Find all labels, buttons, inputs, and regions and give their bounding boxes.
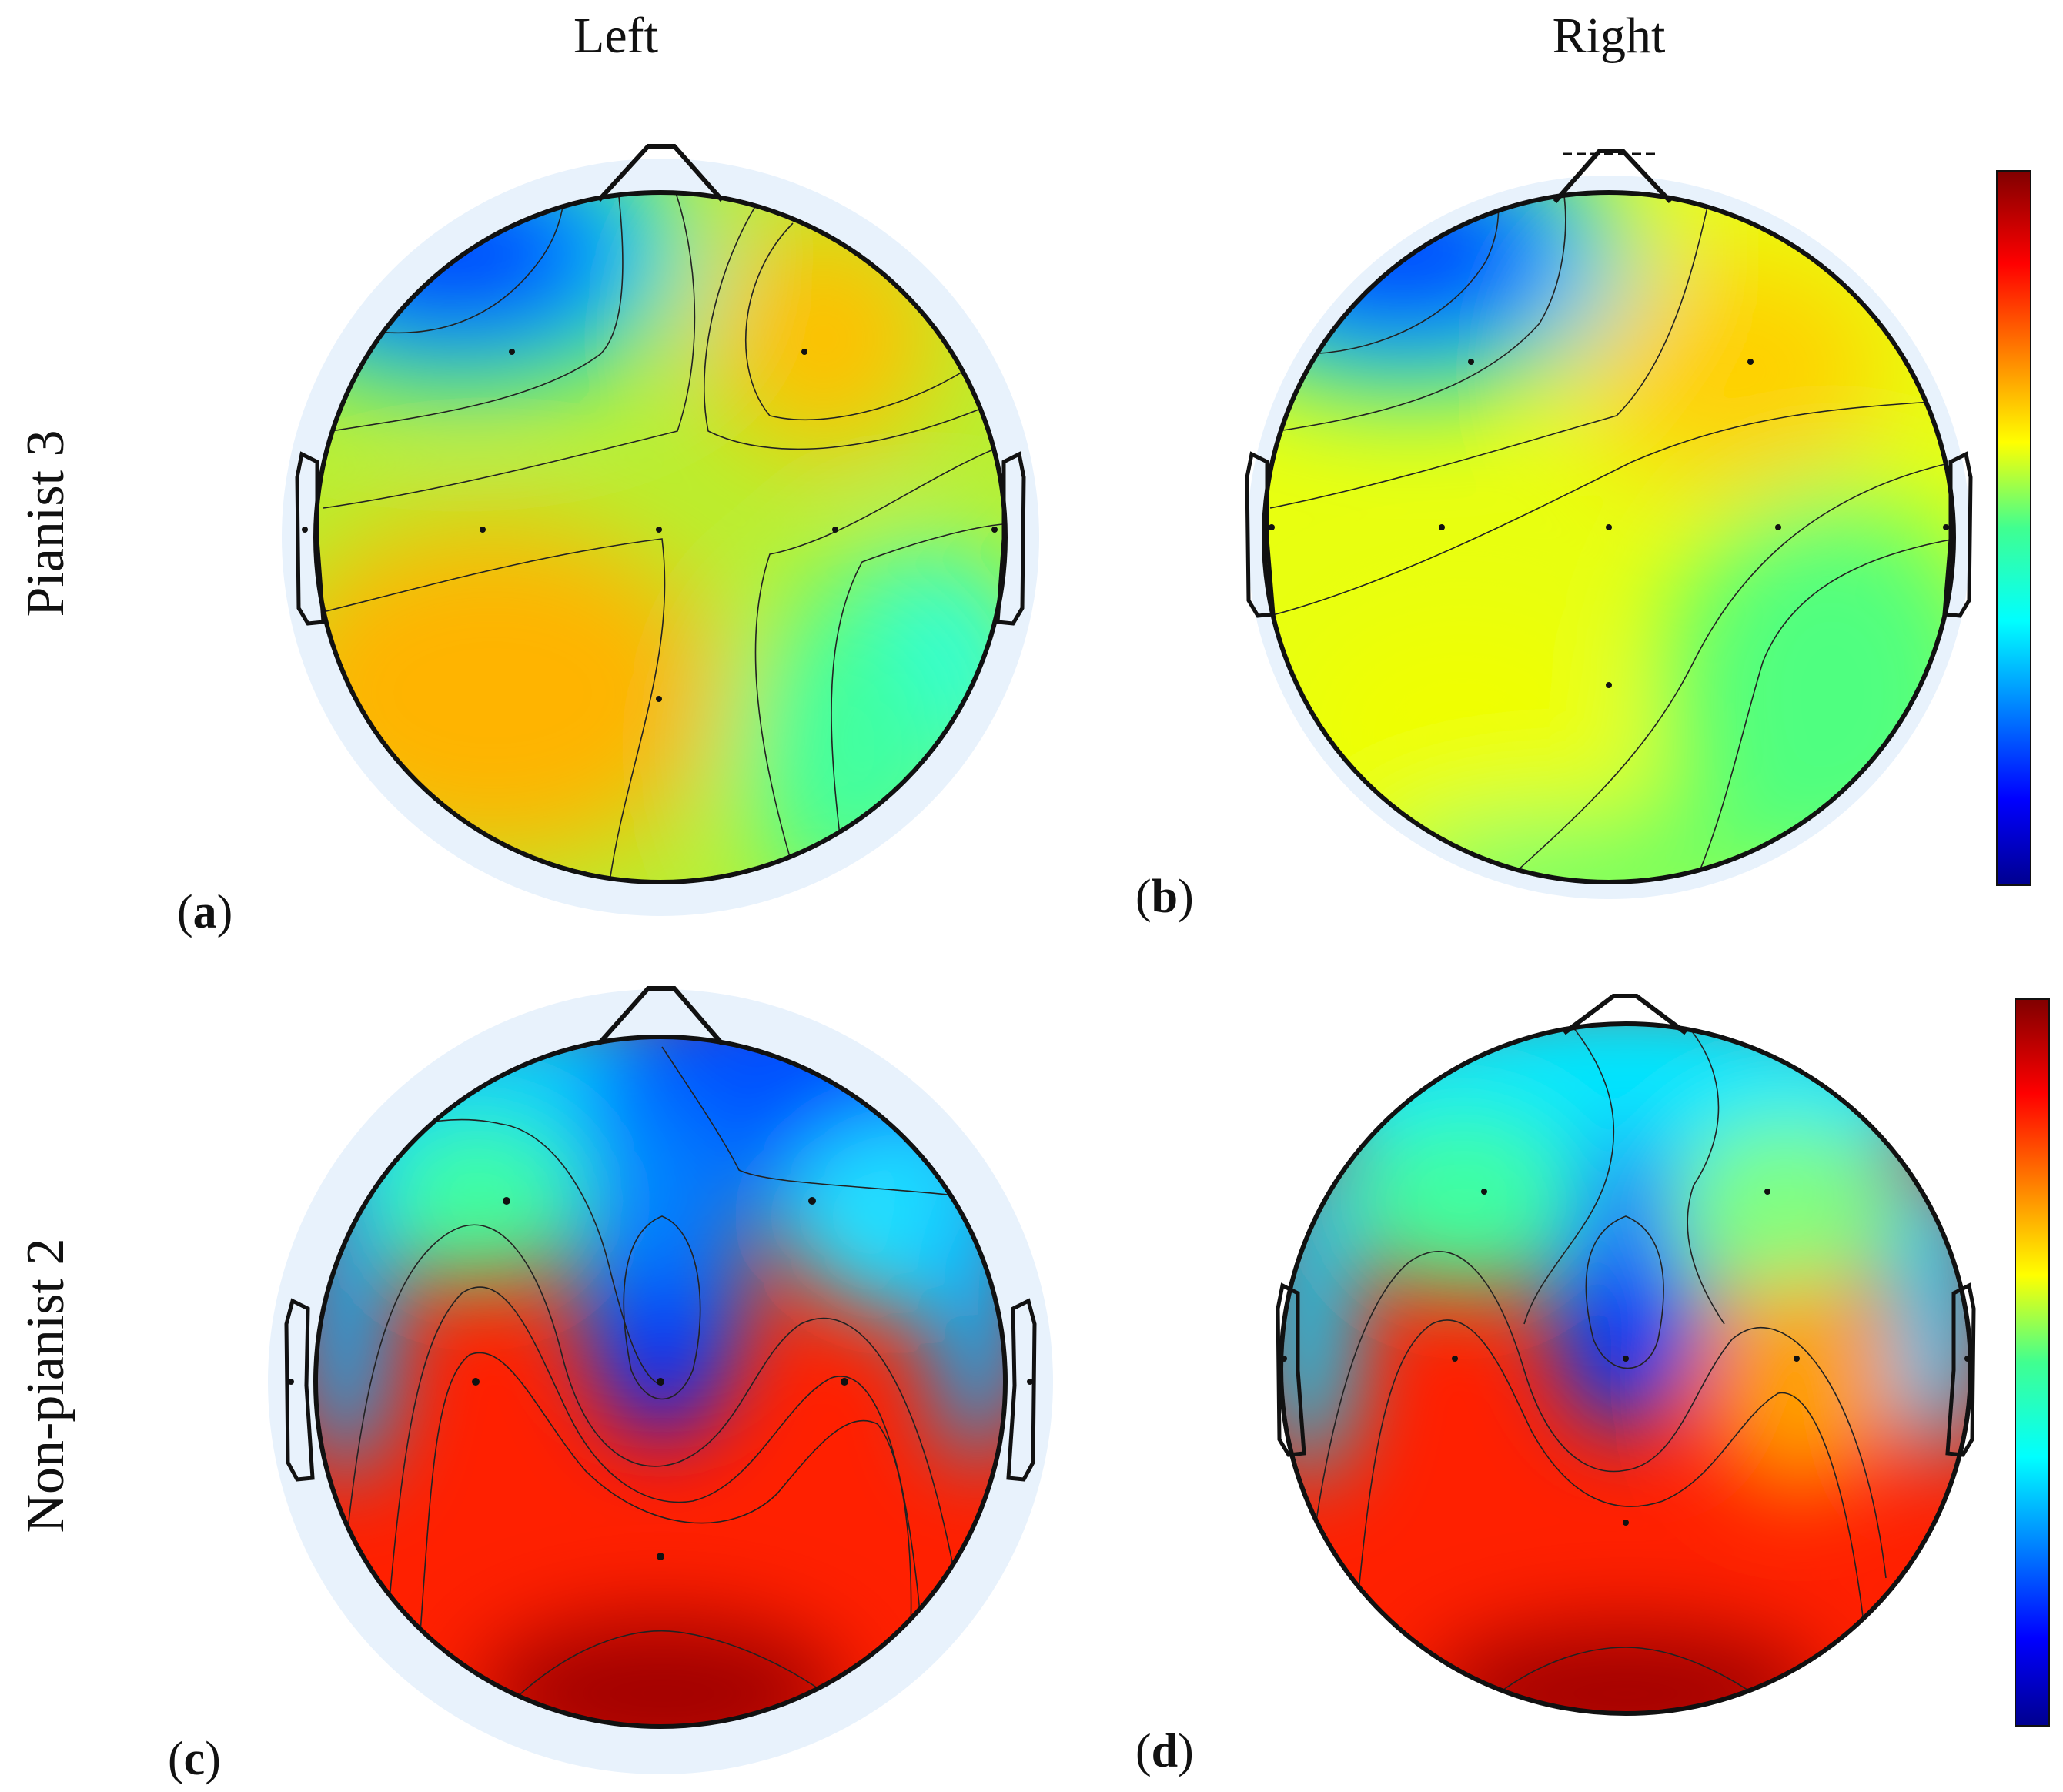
column-title-right: Right xyxy=(1553,8,1666,64)
colorbar-top xyxy=(1996,170,2031,886)
panel-label-b: (b) xyxy=(1135,871,1194,923)
topomap-b xyxy=(1245,149,1973,899)
topomap-d xyxy=(1276,994,1976,1716)
panel-label-d: (d) xyxy=(1135,1725,1194,1777)
row-title-pianist: Pianist 3 xyxy=(16,430,75,617)
topomap-c xyxy=(268,986,1053,1774)
colorbar-bottom xyxy=(2015,998,2050,1727)
topomap-a xyxy=(282,144,1039,916)
panel-label-c: (c) xyxy=(168,1733,221,1785)
column-title-left: Left xyxy=(573,8,658,64)
panel-label-a: (a) xyxy=(177,886,232,938)
row-title-non-pianist: Non-pianist 2 xyxy=(16,1238,75,1533)
